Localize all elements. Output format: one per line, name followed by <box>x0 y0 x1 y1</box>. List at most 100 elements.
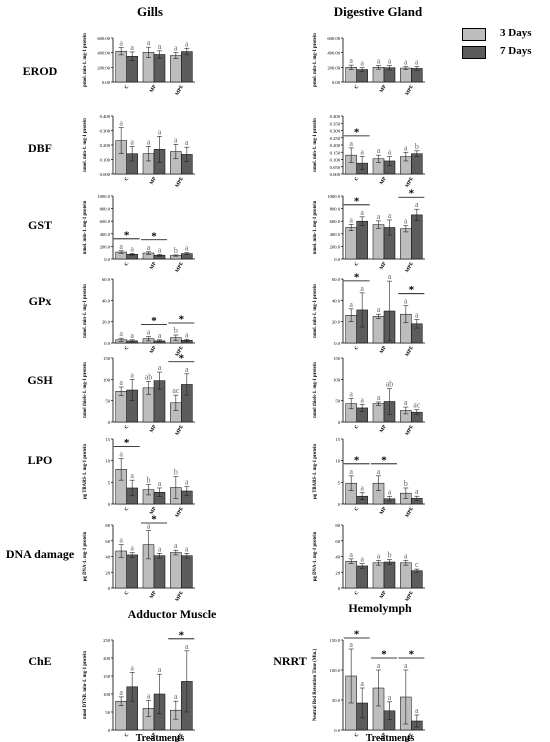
category-label: MP <box>150 85 158 94</box>
letter-label: a <box>130 544 134 553</box>
y-tick-label: 20 <box>105 570 110 575</box>
category-label: MP <box>380 262 388 271</box>
row-label-gpx: GPx <box>29 294 52 308</box>
letter-label: a <box>174 541 178 550</box>
letter-label: a <box>349 390 353 399</box>
letter-label: a <box>130 137 134 146</box>
y-tick-label: 0.0 <box>334 341 340 346</box>
y-tick-label: 150 <box>103 356 111 361</box>
category-label: MP <box>150 733 158 742</box>
significance-star: * <box>124 229 130 241</box>
category-label: C <box>354 506 360 512</box>
row-label-che: ChE <box>28 654 51 668</box>
category-label: MP <box>380 85 388 94</box>
row-label-dna-damage: DNA damage <box>6 547 75 561</box>
y-tick-label: 400.0 <box>100 232 111 237</box>
y-tick-label: 15 <box>105 437 110 442</box>
y-axis-label: µg DNA-1. mg-1 protein <box>83 531 88 581</box>
letter-label: b <box>388 551 392 560</box>
y-tick-label: 5 <box>108 480 111 485</box>
x-axis-label: Treatments <box>366 733 415 742</box>
panel-erod-digestive-gland: 0.00 200.00 400.00 600.00 pmol. min-1. mg-1 … <box>313 33 425 97</box>
letter-label: a <box>377 551 381 560</box>
category-label: MP <box>150 346 158 355</box>
y-tick-label: 200.00 <box>327 65 340 70</box>
category-label: C <box>354 261 360 267</box>
legend-swatch-7-days <box>462 46 486 59</box>
legend-swatch-3-days <box>462 28 486 41</box>
category-label: MPE <box>405 176 415 189</box>
y-tick-label: 0.00 <box>332 80 341 85</box>
category-label: C <box>354 345 360 351</box>
letter-label: a <box>360 284 364 293</box>
category-label: C <box>124 506 130 512</box>
letter-label: a <box>360 679 364 688</box>
legend-label-7-days: 7 Days <box>500 45 532 57</box>
y-tick-label: 0.100 <box>100 158 111 163</box>
letter-label: a <box>388 148 392 157</box>
letter-label: a <box>185 544 189 553</box>
y-tick-label: 0.350 <box>330 121 341 126</box>
letter-label: a <box>415 311 419 320</box>
bar-7-days-mp <box>383 561 396 589</box>
y-tick-label: 400.0 <box>330 232 341 237</box>
y-axis-label: nmol thiols-1. mg-1 protein <box>313 362 318 418</box>
y-tick-label: 0.0 <box>104 257 110 262</box>
y-tick-label: 800.0 <box>330 207 341 212</box>
panel-gpx-gills: 0.0 20.0 40.0 60.0 nmol. min-1. mg-1 protein… <box>83 277 195 358</box>
category-label: MPE <box>175 424 185 437</box>
bar-7-days-mp <box>153 555 166 589</box>
letter-label: a <box>158 245 162 254</box>
bottom-title-hemolymph: Hemolymph <box>348 601 412 615</box>
y-tick-label: 0.300 <box>330 129 341 134</box>
letter-label: a <box>185 39 189 48</box>
letter-label: a <box>147 691 151 700</box>
y-tick-label: 50 <box>105 399 110 404</box>
y-tick-label: 250 <box>103 638 111 643</box>
letter-label: a <box>377 212 381 221</box>
y-tick-label: 0.000 <box>330 172 341 177</box>
y-tick-label: 0 <box>108 420 111 425</box>
category-label: C <box>354 590 360 596</box>
bottom-title-adductor: Adductor Muscle <box>128 607 217 621</box>
row-label-gsh: GSH <box>27 373 53 387</box>
y-tick-label: 60 <box>335 539 340 544</box>
bar-3-days-mp <box>372 224 385 260</box>
letter-label: b <box>174 468 178 477</box>
letter-label: a <box>119 450 123 459</box>
letter-label: c <box>415 560 419 569</box>
category-label: C <box>124 732 130 738</box>
letter-label: a <box>404 58 408 67</box>
significance-star: * <box>409 188 415 200</box>
row-label-erod: EROD <box>23 64 58 78</box>
letter-label: a <box>388 57 392 66</box>
letter-label: a <box>349 56 353 65</box>
y-tick-label: 50 <box>335 399 340 404</box>
category-label: MPE <box>175 176 185 189</box>
letter-label: a <box>377 661 381 670</box>
panel-dbf-digestive-gland: 0.000 0.050 0.100 0.150 0.200 0.250 0.300 0.350… <box>313 114 425 189</box>
y-axis-label: nmol. min-1. mg-1 protein <box>313 118 318 172</box>
y-tick-label: 0 <box>108 586 111 591</box>
bar-3-days-mp <box>372 316 385 344</box>
y-axis-label: nmol DTNB. min-1. mg-1 protein <box>83 651 88 719</box>
category-label: MPE <box>175 506 185 519</box>
y-tick-label: 40 <box>335 555 340 560</box>
category-label: MP <box>150 591 158 600</box>
letter-label: a <box>404 217 408 226</box>
letter-label: b <box>147 476 151 485</box>
letter-label: a <box>130 370 134 379</box>
letter-label: a <box>174 692 178 701</box>
category-label: MP <box>380 507 388 516</box>
letter-label: a <box>360 59 364 68</box>
category-label: MPE <box>405 261 415 274</box>
letter-label: a <box>360 484 364 493</box>
y-axis-label: nmol. min-1. mg-1 protein <box>83 200 88 254</box>
significance-star: * <box>179 629 185 641</box>
letter-label: a <box>119 242 123 251</box>
y-tick-label: 600.00 <box>327 36 340 41</box>
column-title-digestive-gland: Digestive Gland <box>334 4 423 19</box>
